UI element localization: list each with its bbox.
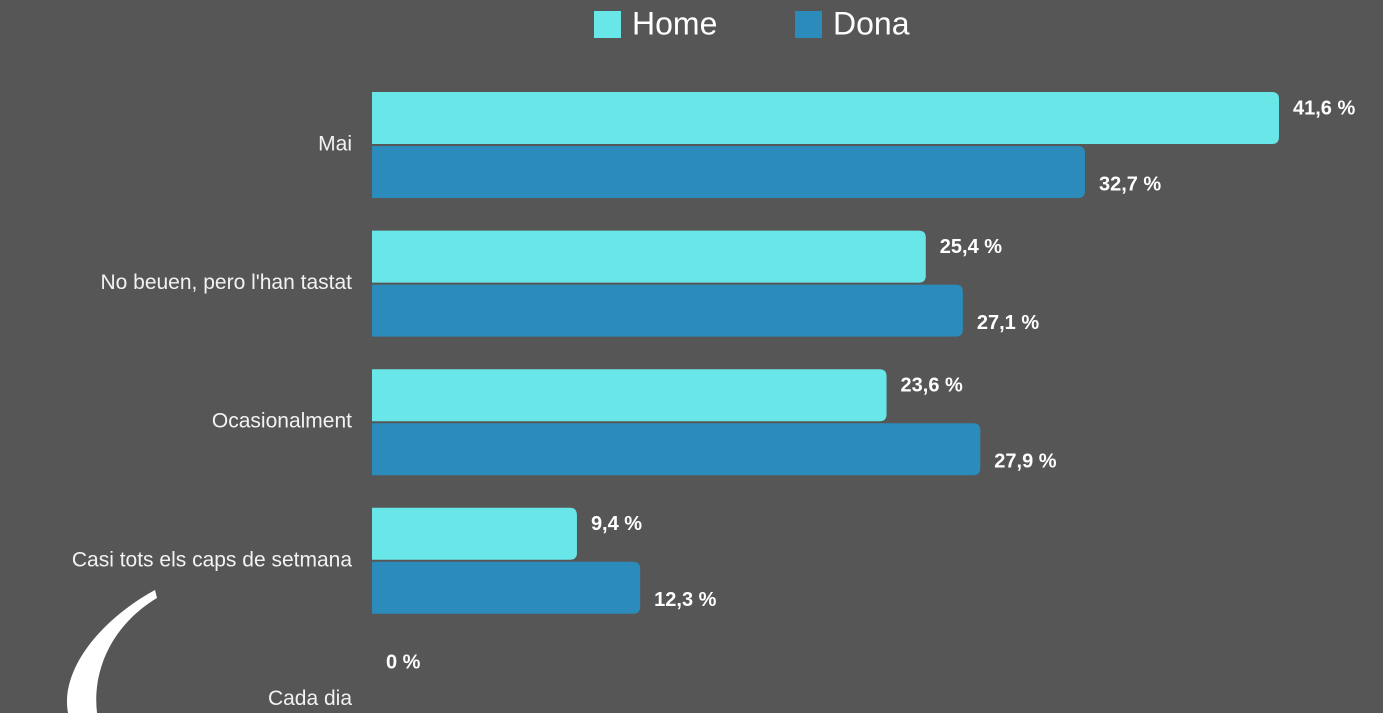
- value-label: 12,3 %: [654, 589, 716, 611]
- value-label: 27,9 %: [994, 450, 1056, 472]
- category-label: Cada dia: [268, 687, 352, 710]
- bar: [372, 423, 981, 476]
- value-label: 0 %: [386, 652, 421, 674]
- category-label: No beuen, pero l'han tastat: [100, 271, 352, 294]
- value-label: 23,6 %: [901, 374, 963, 396]
- bar: [372, 561, 641, 614]
- decoration: [66, 590, 157, 713]
- legend-label: Dona: [833, 5, 910, 41]
- bar: [372, 369, 887, 422]
- bar: [372, 284, 963, 337]
- legend-swatch: [795, 11, 822, 38]
- bar: [372, 507, 577, 560]
- value-label: 9,4 %: [591, 513, 642, 535]
- legend-label: Home: [632, 5, 717, 41]
- category-label: Mai: [318, 133, 352, 156]
- bar: [372, 146, 1085, 198]
- value-label: 25,4 %: [940, 236, 1002, 258]
- legend-swatch: [594, 11, 621, 38]
- value-label: 32,7 %: [1099, 173, 1161, 195]
- value-label: 27,1 %: [977, 312, 1039, 334]
- value-label: 41,6 %: [1293, 97, 1355, 119]
- bar: [372, 230, 926, 283]
- category-label: Casi tots els caps de setmana: [72, 548, 352, 571]
- category-label: Ocasionalment: [212, 410, 352, 433]
- bar: [372, 92, 1279, 144]
